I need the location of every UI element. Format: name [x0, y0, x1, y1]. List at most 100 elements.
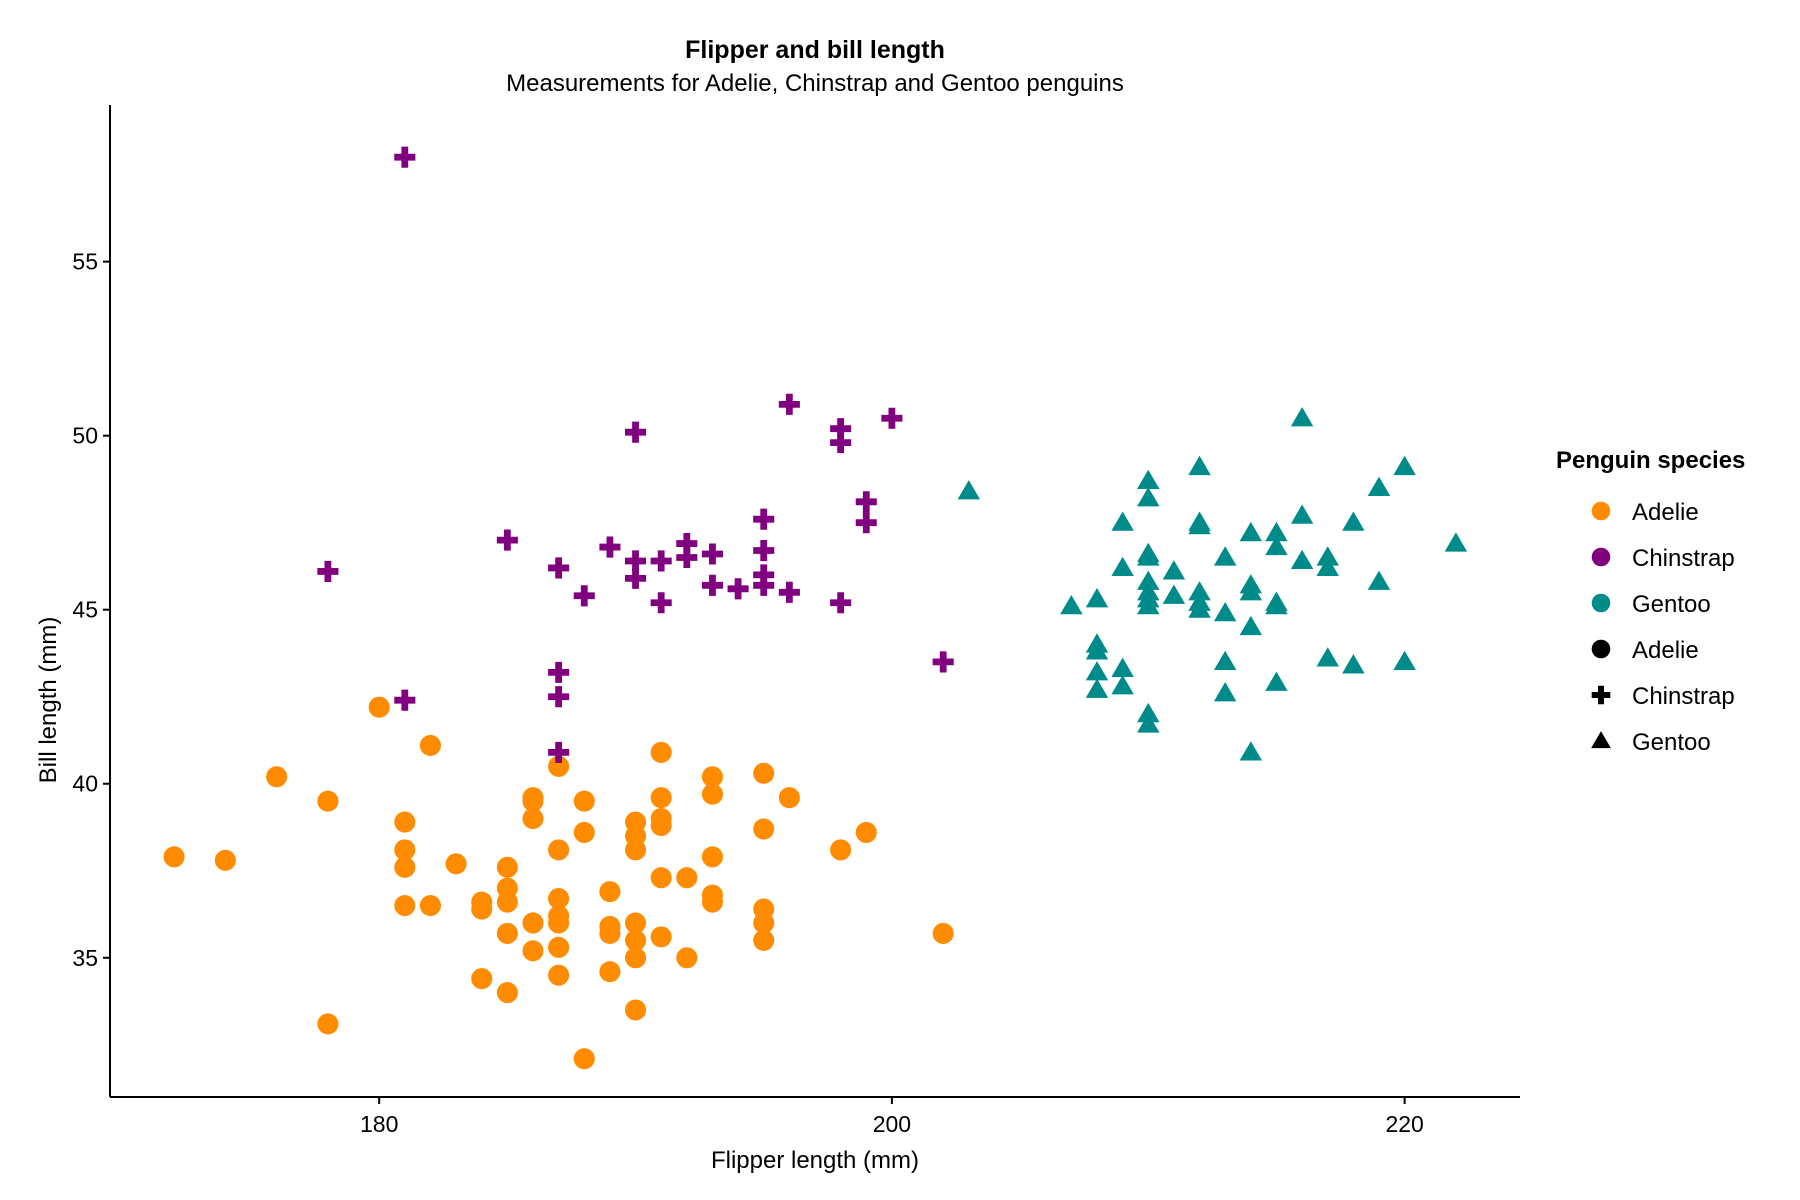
data-point-gentoo [1188, 598, 1211, 618]
data-point-adelie [548, 839, 570, 861]
legend-label: Adelie [1632, 499, 1699, 526]
data-point-adelie [932, 922, 954, 944]
data-point-chinstrap [881, 407, 903, 429]
y-axis-ticks: 35 40 45 50 55 [72, 249, 110, 971]
data-point-adelie [599, 922, 621, 944]
x-tick-label: 220 [1385, 1111, 1423, 1137]
data-point-adelie [419, 895, 441, 917]
legend-shape-gentoo [1591, 731, 1611, 749]
data-point-chinstrap [650, 550, 672, 572]
data-point-chinstrap [753, 574, 775, 596]
data-point-gentoo [1188, 514, 1211, 535]
data-point-gentoo [1239, 741, 1263, 761]
data-point-gentoo [1342, 511, 1365, 531]
data-point-gentoo [1111, 511, 1134, 531]
data-point-gentoo [1137, 469, 1160, 489]
data-point-adelie [394, 856, 416, 878]
data-point-chinstrap [317, 560, 339, 582]
legend-swatch-chinstrap [1591, 547, 1611, 567]
data-point-gentoo [957, 480, 981, 500]
data-point-gentoo [1111, 556, 1134, 577]
data-point-gentoo [1316, 647, 1339, 667]
data-point-chinstrap [855, 512, 877, 534]
plot-area: 180 200 220 35 40 45 50 55 [72, 105, 1520, 1137]
data-point-adelie [753, 818, 775, 840]
data-point-adelie [522, 912, 544, 934]
data-point-adelie [471, 898, 493, 920]
data-point-adelie [625, 947, 647, 969]
data-point-gentoo [1085, 678, 1109, 698]
data-point-gentoo [1367, 476, 1391, 496]
data-point-adelie [599, 881, 621, 903]
data-point-gentoo [1137, 713, 1160, 733]
data-point-gentoo [1137, 570, 1160, 590]
data-point-chinstrap [778, 393, 800, 415]
y-axis-label: Bill length (mm) [35, 617, 62, 784]
data-point-adelie [522, 790, 544, 812]
data-point-chinstrap [778, 581, 800, 603]
data-point-gentoo [1060, 595, 1083, 615]
data-point-adelie [214, 849, 236, 871]
data-point-adelie [522, 940, 544, 962]
data-point-chinstrap [727, 578, 749, 600]
legend-label: Gentoo [1632, 591, 1711, 618]
data-point-adelie [625, 839, 647, 861]
data-point-adelie [701, 891, 723, 913]
data-point-adelie [317, 790, 339, 812]
data-point-adelie [625, 929, 647, 951]
legend-label: Adelie [1632, 637, 1699, 664]
data-point-gentoo [1239, 521, 1263, 542]
data-point-gentoo [1265, 535, 1288, 556]
data-point-gentoo [1290, 549, 1314, 570]
data-point-adelie [419, 734, 441, 756]
data-point-adelie [625, 912, 647, 934]
data-point-chinstrap [830, 418, 852, 440]
data-point-chinstrap [753, 508, 775, 530]
data-point-adelie [496, 922, 518, 944]
data-point-adelie [753, 912, 775, 934]
data-point-chinstrap [932, 651, 954, 673]
data-point-gentoo [1213, 601, 1237, 622]
data-point-chinstrap [830, 432, 852, 454]
data-point-chinstrap [625, 550, 647, 572]
data-point-chinstrap [625, 421, 647, 443]
data-point-gentoo [1265, 595, 1288, 615]
data-point-adelie [753, 762, 775, 784]
legend-shape-adelie [1591, 639, 1611, 659]
data-point-chinstrap [548, 686, 570, 708]
data-point-gentoo [1393, 650, 1416, 670]
data-point-adelie [496, 891, 518, 913]
data-point-gentoo [1162, 584, 1186, 604]
data-point-chinstrap [548, 661, 570, 683]
data-point-adelie [701, 783, 723, 805]
legend-label: Chinstrap [1632, 683, 1735, 710]
data-point-adelie [496, 856, 518, 878]
data-point-adelie [317, 1013, 339, 1035]
chart-subtitle: Measurements for Adelie, Chinstrap and G… [506, 70, 1124, 97]
data-point-gentoo [1213, 546, 1237, 566]
chart-title: Flipper and bill length [685, 36, 945, 64]
data-point-gentoo [1111, 657, 1134, 677]
data-point-adelie [394, 895, 416, 917]
data-point-chinstrap [650, 592, 672, 614]
data-point-adelie [548, 755, 570, 777]
data-point-gentoo [1239, 615, 1263, 636]
data-point-adelie [701, 766, 723, 788]
points-layer [163, 146, 1468, 1070]
data-point-adelie [548, 936, 570, 958]
data-point-adelie [394, 811, 416, 833]
data-point-adelie [471, 968, 493, 990]
y-tick-label: 55 [72, 249, 98, 275]
data-point-chinstrap [548, 557, 570, 579]
x-tick-label: 200 [873, 1111, 911, 1137]
data-point-adelie [650, 741, 672, 763]
data-point-chinstrap [548, 741, 570, 763]
data-point-gentoo [1085, 588, 1109, 608]
data-point-chinstrap [701, 543, 723, 565]
data-point-chinstrap [701, 574, 723, 596]
data-point-adelie [650, 814, 672, 837]
data-point-adelie [625, 999, 647, 1021]
data-point-adelie [573, 1048, 595, 1070]
data-point-adelie [573, 790, 595, 812]
